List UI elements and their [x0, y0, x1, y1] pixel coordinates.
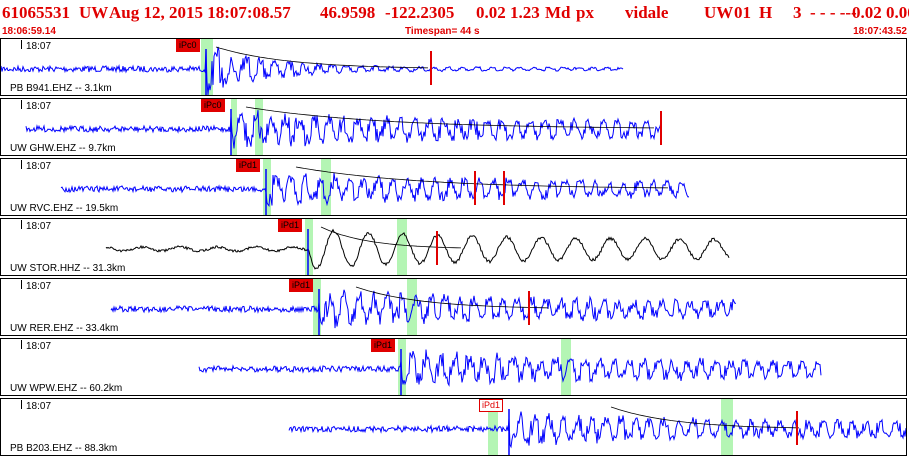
phase-window [561, 339, 571, 395]
event-author: vidale [625, 3, 669, 22]
waveform-trace [1, 46, 624, 95]
station-label: UW RVC.EHZ -- 19.5km [10, 203, 119, 214]
waveform-trace [198, 349, 822, 387]
end-time: 18:07:43.52 [853, 26, 907, 37]
panel-time: 18:07 [26, 401, 52, 412]
coda-envelope [245, 106, 654, 129]
minute-tick [21, 40, 22, 49]
phase-pick-flag[interactable]: iPd1 [278, 219, 303, 232]
trace-panel[interactable]: 18:07 iPd1 UW STOR.HHZ -- 31.3km [0, 218, 907, 276]
station-label: PB B941.EHZ -- 3.1km [10, 83, 112, 94]
waveform-trace [25, 110, 662, 149]
trace-panel[interactable]: 18:07 iPc0 PB B941.EHZ -- 3.1km [0, 38, 907, 96]
event-latitude: 46.9598 [320, 3, 376, 22]
coda-envelope [295, 166, 669, 189]
trace-panel[interactable]: 18:07 iPc0 UW GHW.EHZ -- 9.7km [0, 98, 907, 156]
minute-tick [21, 220, 22, 229]
minute-tick [21, 160, 22, 169]
phase-pick-flag[interactable]: iPd1 [371, 339, 396, 352]
phase-window [263, 159, 271, 215]
event-header: 61065531 UW Aug 12, 2015 18:07:08.57 46.… [0, 0, 909, 26]
event-network: UW [79, 3, 109, 22]
minute-tick [21, 280, 22, 289]
event-values-a: 0.02 1.23 [476, 3, 540, 22]
panel-time: 18:07 [26, 221, 52, 232]
event-flag: H [759, 3, 773, 22]
phase-window [398, 339, 406, 395]
panel-time: 18:07 [26, 161, 52, 172]
phase-window [721, 399, 733, 455]
event-network-2: UW [704, 3, 734, 22]
station-label: UW GHW.EHZ -- 9.7km [10, 143, 116, 154]
phase-window [313, 279, 321, 335]
coda-envelope [355, 286, 549, 309]
phase-window [231, 99, 237, 155]
event-datetime: Aug 12, 2015 18:07:08.57 [109, 3, 291, 22]
waveform-plot[interactable] [1, 39, 907, 96]
timespan: Timespan= 44 s [405, 26, 480, 37]
panel-time: 18:07 [26, 101, 52, 112]
event-px: px [576, 3, 594, 22]
phase-window [397, 219, 407, 275]
start-time: 18:06:59.14 [2, 26, 56, 37]
waveform-plot[interactable] [1, 159, 907, 216]
station-label: PB B203.EHZ -- 88.3km [10, 443, 118, 454]
trace-panel[interactable]: 18:07 iPd1 UW RVC.EHZ -- 19.5km [0, 158, 907, 216]
time-ruler: 18:06:59.14 Timespan= 44 s 18:07:43.52 [0, 26, 909, 38]
waveform-trace [288, 411, 906, 449]
waveform-trace [105, 228, 730, 270]
phase-window [305, 219, 313, 275]
coda-envelope [320, 226, 462, 249]
event-longitude: -122.2305 [385, 3, 455, 22]
event-id: 61065531 [2, 3, 70, 22]
waveform-trace [110, 289, 737, 329]
panel-time: 18:07 [26, 341, 52, 352]
phase-window [321, 159, 331, 215]
event-mag-type: Md [545, 3, 571, 22]
station-label: UW WPW.EHZ -- 60.2km [10, 383, 123, 394]
event-number: 01 [734, 3, 751, 22]
waveform-plot[interactable] [1, 279, 907, 336]
waveform-plot[interactable] [1, 219, 907, 276]
coda-envelope [215, 46, 429, 69]
coda-envelope [610, 406, 800, 429]
minute-tick [21, 400, 22, 409]
station-label: UW STOR.HHZ -- 31.3km [10, 263, 126, 274]
trace-panel[interactable]: 18:07 iPd1 PB B203.EHZ -- 88.3km [0, 398, 907, 456]
panel-time: 18:07 [26, 41, 52, 52]
phase-pick-flag[interactable]: iPc0 [176, 39, 200, 52]
phase-window [488, 399, 498, 455]
minute-tick [21, 340, 22, 349]
event-dashes: - - - --- [810, 3, 857, 22]
phase-pick-flag[interactable]: iPd1 [479, 399, 504, 412]
trace-panel[interactable]: 18:07 iPd1 UW WPW.EHZ -- 60.2km [0, 338, 907, 396]
phase-pick-flag[interactable]: iPd1 [289, 279, 314, 292]
waveform-trace [60, 172, 690, 207]
event-values-b: 0.02 0.00 [852, 3, 909, 22]
phase-pick-flag[interactable]: iPc0 [201, 99, 225, 112]
trace-panel[interactable]: 18:07 iPd1 UW RER.EHZ -- 33.4km [0, 278, 907, 336]
station-label: UW RER.EHZ -- 33.4km [10, 323, 119, 334]
phase-window [407, 279, 417, 335]
event-count: 3 [793, 3, 802, 22]
waveform-plot[interactable] [1, 399, 907, 456]
waveform-plot[interactable] [1, 339, 907, 396]
minute-tick [21, 100, 22, 109]
phase-pick-flag[interactable]: iPd1 [236, 159, 261, 172]
waveform-plot[interactable] [1, 99, 907, 156]
seismogram-panels: 18:07 iPc0 PB B941.EHZ -- 3.1km 18:07 iPc0 UW… [0, 38, 909, 460]
panel-time: 18:07 [26, 281, 52, 292]
